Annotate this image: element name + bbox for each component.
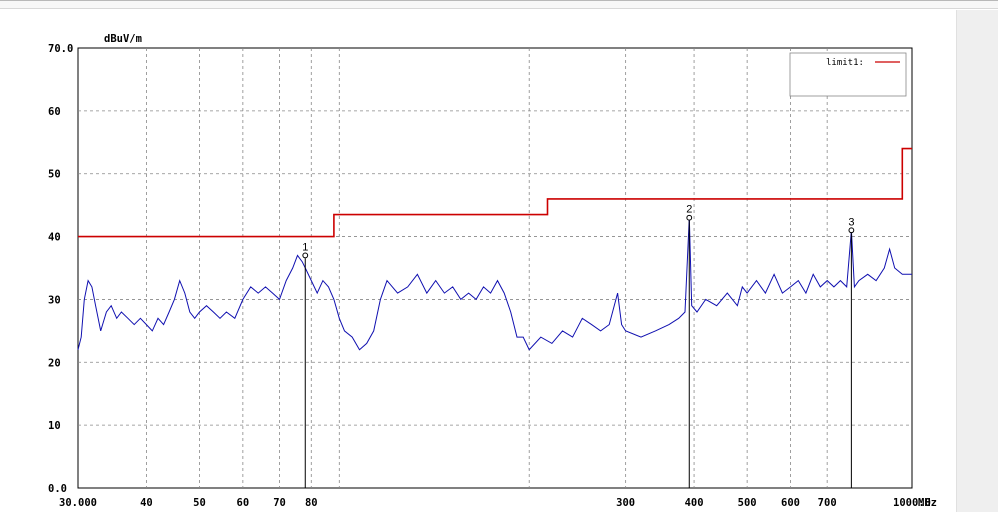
measurement-trace [77,217,912,351]
marker-label: 1 [302,241,308,253]
y-tick-label: 50 [48,169,61,181]
window-top-border [0,0,998,9]
x-tick-labels: 30.000 40 50 60 70 80 300 400 500 600 700 1000.0 [59,497,931,509]
x-tick-label: 70 [273,497,286,509]
x-tick-label: 600 [781,497,800,509]
x-tick-label: 1000.0 [893,497,931,509]
legend-box [789,52,907,97]
x-tick-label: 50 [193,497,206,509]
marker-label: 2 [686,204,692,216]
x-tick-label: 400 [685,497,704,509]
grid-lines [78,48,912,488]
y-unit-label: dBuV/m [104,33,142,45]
x-tick-label: 700 [818,497,837,509]
limit-line-layer [78,147,912,238]
x-tick-label: 30.000 [59,497,97,509]
window-right-panel [956,10,998,512]
limit-line [78,147,912,238]
x-unit-label: MHz [918,497,937,509]
x-tick-label: 500 [738,497,757,509]
legend-entry-label: limit1: [826,58,864,68]
y-tick-labels: 0.0 10 20 30 40 50 60 70.0 [48,43,73,495]
marker-point [686,214,693,221]
x-tick-label: 300 [616,497,635,509]
legend: limit1: [789,52,907,97]
y-tick-label: 30 [48,294,61,306]
y-tick-label: 0.0 [48,483,67,495]
plot-area [77,47,913,489]
marker-point [848,227,855,234]
y-tick-label: 60 [48,106,61,118]
measurement-layer [77,217,912,351]
x-tick-label: 80 [305,497,318,509]
x-tick-label: 60 [237,497,250,509]
y-tick-label: 10 [48,420,61,432]
markers-layer: 1 2 3 [302,204,855,488]
y-tick-label: 40 [48,232,61,244]
y-tick-label: 20 [48,357,61,369]
x-tick-label: 40 [140,497,153,509]
marker-point [302,252,309,259]
marker-label: 3 [848,216,854,228]
y-tick-label: 70.0 [48,43,73,55]
